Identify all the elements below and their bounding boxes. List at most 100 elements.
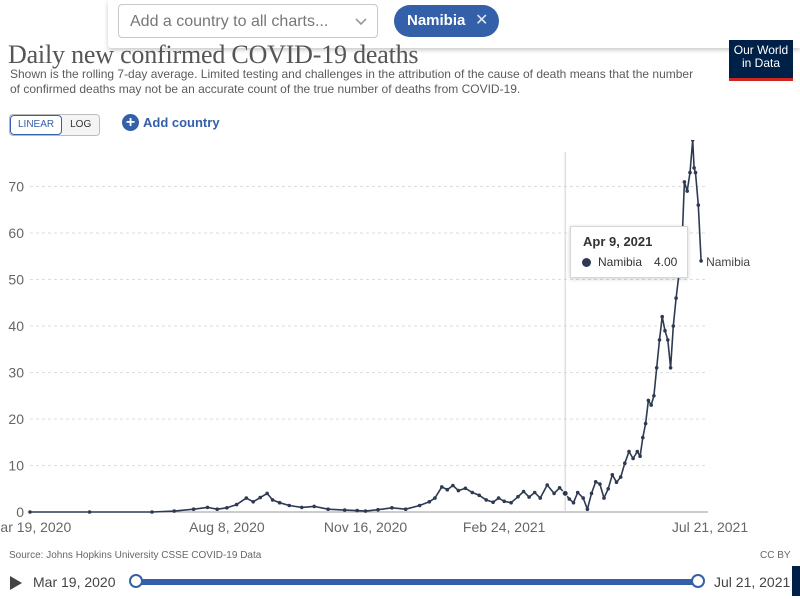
plus-circle-icon: +	[122, 114, 139, 131]
data-point	[663, 328, 667, 333]
data-point	[666, 338, 670, 342]
linear-scale-button[interactable]: LINEAR	[10, 115, 63, 135]
data-point	[652, 394, 656, 398]
tooltip-value: 4.00	[654, 255, 678, 269]
data-point	[484, 498, 489, 502]
data-point	[598, 482, 602, 486]
data-point	[355, 508, 360, 513]
data-point	[589, 491, 594, 496]
play-icon[interactable]	[10, 576, 22, 590]
data-point	[668, 366, 673, 370]
data-point	[172, 509, 176, 513]
data-point	[300, 505, 304, 510]
data-point	[674, 296, 678, 300]
license-link[interactable]: CC BY	[760, 550, 791, 561]
data-point	[671, 324, 676, 328]
data-point	[685, 189, 689, 193]
data-point	[641, 435, 645, 440]
data-point	[191, 507, 196, 512]
data-point	[527, 495, 531, 499]
data-point	[445, 487, 450, 492]
data-point	[287, 503, 292, 508]
tooltip-date: Apr 9, 2021	[583, 234, 653, 249]
country-search-bar: Add a country to all charts... Namibia ✕	[108, 0, 800, 48]
chip-label: Namibia	[407, 12, 466, 29]
add-country-button[interactable]: + Add country	[122, 114, 220, 131]
data-point	[463, 486, 468, 491]
data-point	[638, 454, 642, 459]
data-point	[312, 504, 317, 509]
data-point	[696, 203, 701, 207]
data-point	[610, 473, 615, 477]
data-point	[363, 509, 368, 513]
y-tick-label: 10	[8, 458, 24, 474]
data-point	[692, 166, 696, 170]
country-search-input[interactable]: Add a country to all charts...	[118, 4, 378, 38]
x-tick-label: Jul 21, 2021	[672, 519, 748, 535]
data-point	[477, 493, 482, 498]
chart-title: Daily new confirmed COVID-19 deaths	[8, 40, 419, 69]
data-point	[417, 503, 422, 508]
y-tick-label: 50	[8, 272, 24, 288]
y-tick-label: 40	[8, 318, 24, 334]
data-point	[342, 508, 347, 512]
y-tick-label: 70	[8, 179, 24, 195]
data-point	[649, 403, 653, 407]
data-point	[521, 489, 526, 494]
timeline-start-label: Mar 19, 2020	[33, 574, 116, 590]
data-point	[538, 496, 542, 500]
data-point	[693, 170, 698, 175]
series-end-label: Namibia	[706, 255, 750, 269]
data-point	[244, 496, 249, 500]
data-point	[265, 491, 269, 496]
data-point	[581, 496, 585, 500]
data-point	[660, 314, 664, 319]
selected-country-chip[interactable]: Namibia ✕	[394, 5, 500, 37]
data-point	[545, 483, 549, 487]
data-point	[225, 506, 229, 510]
data-point	[87, 510, 92, 514]
data-point	[575, 490, 580, 495]
data-point	[403, 507, 408, 512]
hover-tooltip: Apr 9, 2021 Namibia 4.00	[570, 226, 688, 278]
data-point	[470, 490, 475, 495]
timeline-track[interactable]	[136, 579, 698, 585]
data-point	[496, 496, 501, 500]
chevron-down-icon[interactable]	[353, 13, 369, 29]
line-chart[interactable]: 0 10 20 30 40 50 60 70 Mar 19, 2020 Aug 8, 2020 No…	[0, 140, 800, 540]
data-point	[251, 500, 255, 504]
timeline-start-handle[interactable]	[129, 574, 143, 588]
tooltip-series-name: Namibia	[598, 255, 643, 269]
log-scale-button[interactable]: LOG	[62, 115, 100, 135]
data-point	[390, 506, 394, 510]
data-point	[635, 449, 640, 454]
data-point	[451, 483, 455, 488]
data-point	[602, 496, 606, 500]
data-point	[150, 510, 154, 514]
data-point	[440, 485, 444, 489]
x-tick-label: Aug 8, 2020	[189, 519, 265, 535]
timeline-end-handle[interactable]	[691, 574, 705, 588]
owid-logo[interactable]: Our World in Data	[729, 40, 793, 81]
data-point	[690, 140, 695, 142]
data-point	[258, 495, 263, 500]
data-point	[277, 500, 282, 505]
data-point	[593, 480, 598, 484]
data-point	[627, 449, 631, 454]
data-point	[699, 259, 703, 263]
y-tick-label: 20	[8, 411, 24, 427]
data-point	[571, 500, 576, 505]
data-point	[643, 421, 648, 426]
data-point	[618, 475, 623, 479]
data-point	[532, 490, 537, 495]
data-point	[516, 494, 520, 499]
close-icon[interactable]: ✕	[474, 12, 489, 29]
data-point	[688, 170, 692, 175]
scale-toggle: LINEAR LOG	[9, 114, 101, 136]
data-point	[646, 398, 651, 403]
data-point	[657, 338, 662, 342]
data-point	[433, 496, 437, 500]
data-point	[623, 461, 627, 466]
x-tick-label: Feb 24, 2021	[463, 519, 546, 535]
source-note[interactable]: Source: Johns Hopkins University CSSE CO…	[9, 550, 262, 561]
